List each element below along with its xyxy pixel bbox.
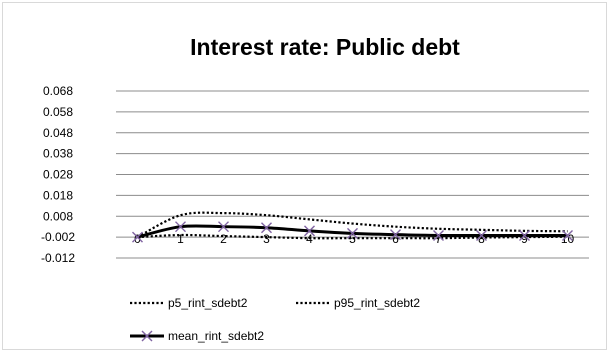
y-tick-label: -0.012 [41, 251, 75, 265]
legend-label: mean_rint_sdebt2 [168, 329, 264, 343]
chart: Interest rate: Public debt 0.0680.0580.0… [41, 34, 589, 343]
data-point-marker [476, 229, 487, 241]
legend-label: p95_rint_sdebt2 [334, 296, 420, 310]
legend: p5_rint_sdebt2 p95_rint_sdebt2 mean_rint_s… [130, 296, 420, 343]
legend-item-p5-rint-sdebt2: p5_rint_sdebt2 [130, 296, 248, 310]
y-tick-label: -0.002 [41, 230, 75, 244]
legend-item-p95-rint-sdebt2: p95_rint_sdebt2 [296, 296, 420, 310]
x-tick-label: 3 [263, 232, 270, 246]
series-line-p95-rint-sdebt2 [136, 211, 568, 239]
x-tick-label: 8 [478, 232, 485, 246]
gridlines [116, 90, 589, 259]
legend-item-mean-rint-sdebt2: mean_rint_sdebt2 [130, 329, 264, 343]
data-point-marker [132, 231, 143, 243]
y-tick-label: 0.018 [43, 188, 73, 202]
y-tick-label: 0.058 [43, 105, 73, 119]
y-tick-label: 0.048 [43, 126, 73, 140]
x-tick-label: 9 [521, 232, 528, 246]
series-layer [132, 211, 573, 243]
x-tick-label: 0 [134, 232, 141, 246]
data-point-marker [175, 221, 186, 233]
y-tick-label: 0.028 [43, 168, 73, 182]
legend-label: p5_rint_sdebt2 [168, 296, 248, 310]
x-tick-label: 1 [177, 232, 184, 246]
data-point-marker [433, 229, 444, 241]
y-tick-label: 0.038 [43, 147, 73, 161]
chart-title: Interest rate: Public debt [190, 34, 460, 60]
x-tick-label: 2 [220, 232, 227, 246]
y-axis-ticks: 0.068 0.058 0.048 0.038 0.028 0.018 0.008 -0.00… [41, 84, 75, 265]
series-line-p5-rint-sdebt2 [137, 233, 568, 240]
data-point-marker [519, 229, 530, 241]
data-point-marker [304, 225, 315, 237]
y-tick-label: 0.068 [43, 84, 73, 98]
data-point-marker [261, 222, 272, 234]
data-point-marker [347, 227, 358, 239]
x-tick-label: 5 [349, 232, 356, 246]
data-point-marker [562, 229, 573, 241]
data-point-marker [218, 221, 229, 233]
data-point-marker [390, 229, 401, 241]
y-tick-label: 0.008 [43, 209, 73, 223]
x-tick-label: 6 [392, 232, 399, 246]
